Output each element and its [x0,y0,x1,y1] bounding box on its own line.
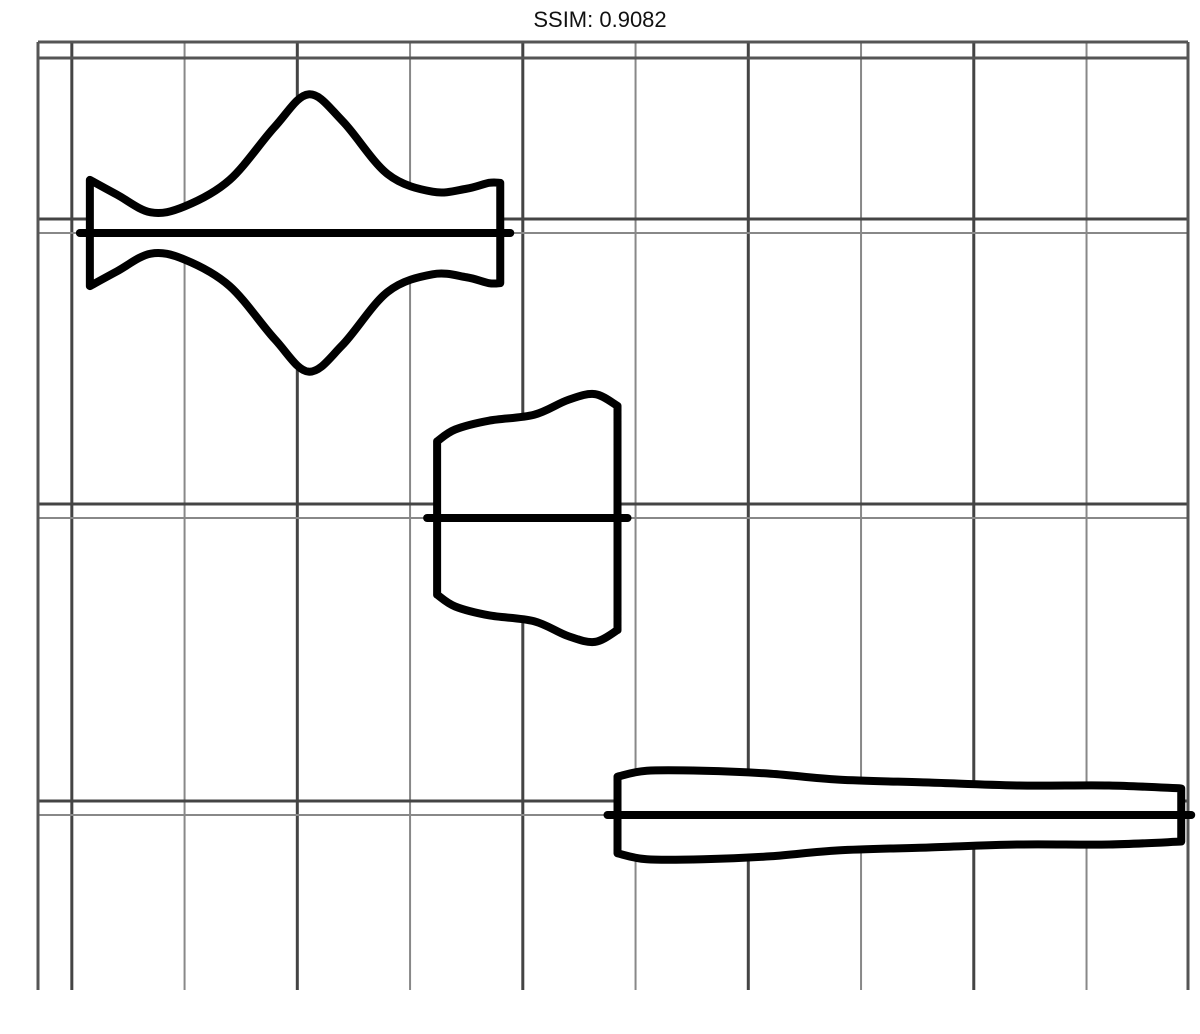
violins [75,90,1196,864]
plot-frame [36,40,1190,990]
chart-title: SSIM: 0.9082 [533,7,666,32]
